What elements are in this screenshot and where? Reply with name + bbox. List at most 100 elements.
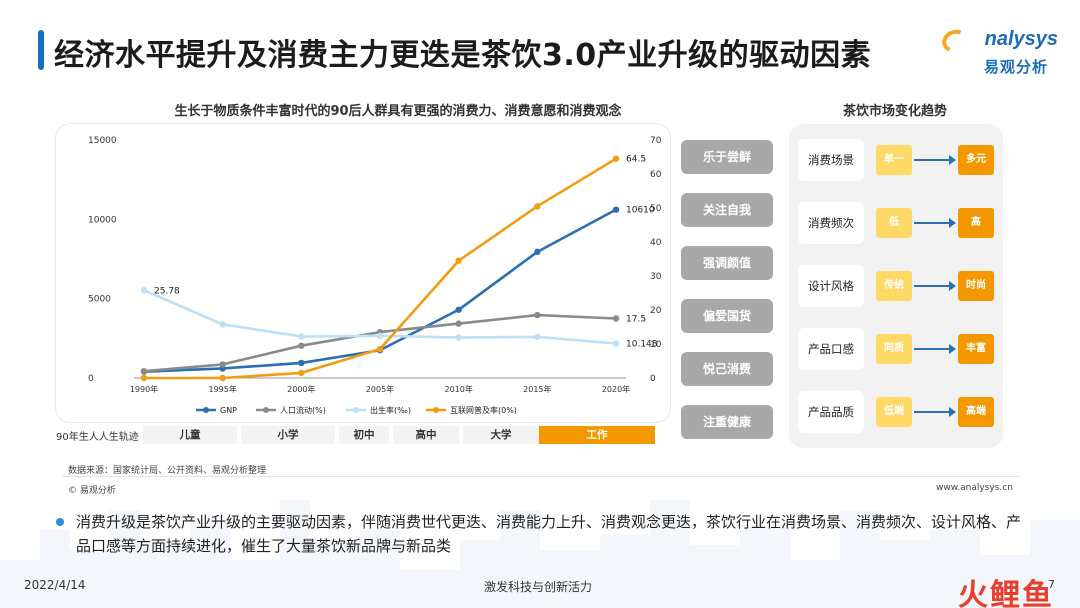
website-link[interactable]: www.analysys.cn xyxy=(936,483,1013,493)
x-tick-label: 1990年 xyxy=(130,384,158,394)
brand-watermark: 火鲤鱼 xyxy=(958,578,1054,608)
trend-row-name: 设计风格 xyxy=(798,265,864,307)
trend-row-from: 同质 xyxy=(876,334,912,364)
data-point xyxy=(140,368,148,375)
trend-row-to: 丰富 xyxy=(958,334,994,364)
timeline-label: 90年生人人生轨迹 xyxy=(56,432,139,443)
legend-label: GNP xyxy=(220,406,237,415)
trend-row-name: 产品口感 xyxy=(798,328,864,370)
trend-row-to: 高端 xyxy=(958,397,994,427)
legend-marker xyxy=(263,407,269,413)
logo-text-en: nalysys xyxy=(984,28,1058,50)
data-point xyxy=(612,155,620,162)
timeline-stage-work: 工作 xyxy=(539,426,655,444)
data-point xyxy=(455,257,462,264)
tag-health: 注重健康 xyxy=(681,405,773,439)
data-label: 25.78 xyxy=(154,286,180,296)
trend-row-to: 多元 xyxy=(958,145,994,175)
data-label: 64.5 xyxy=(626,155,646,165)
y-right-tick-label: 70 xyxy=(650,136,662,146)
summary-text: 消费升级是茶饮产业升级的主要驱动因素，伴随消费世代更迭、消费能力上升、消费观念更… xyxy=(76,513,1022,555)
copyright: © 易观分析 xyxy=(68,486,116,496)
chart-title: 生长于物质条件丰富时代的90后人群具有更强的消费力、消费意愿和消费观念 xyxy=(174,104,622,119)
legend-marker xyxy=(203,407,209,413)
trend-row-to: 高 xyxy=(958,208,994,238)
data-point xyxy=(534,311,541,319)
data-point xyxy=(298,342,305,349)
data-point xyxy=(612,315,620,322)
series-line-互联网普及率(0%) xyxy=(144,157,617,380)
data-point xyxy=(612,206,620,213)
life-timeline: 90年生人人生轨迹 儿童 小学 初中 高中 大学 工作 xyxy=(56,426,670,446)
page-number: 7 xyxy=(1048,578,1055,591)
right-arrow-icon xyxy=(914,281,956,291)
data-label: 17.5 xyxy=(626,315,646,325)
data-point xyxy=(298,369,305,377)
logo-text-cn: 易观分析 xyxy=(983,58,1048,76)
data-point xyxy=(455,306,462,313)
trend-row-from: 低端 xyxy=(876,397,912,427)
legend-marker xyxy=(433,407,439,413)
x-tick-label: 2020年 xyxy=(602,384,630,394)
right-arrow-icon xyxy=(914,407,956,417)
trend-row-name: 消费频次 xyxy=(798,202,864,244)
tag-self-pleasing: 悦己消费 xyxy=(681,352,773,386)
y-left-tick-label: 10000 xyxy=(88,215,117,225)
y-left-tick-label: 15000 xyxy=(88,136,117,146)
trend-row-scene: 消费场景 单一 多元 xyxy=(798,139,998,181)
bullet-dot-icon xyxy=(56,518,64,526)
tag-try-new: 乐于尝鲜 xyxy=(681,140,773,174)
timeline-stage-junior: 初中 xyxy=(339,426,389,444)
footer-date: 2022/4/14 xyxy=(24,578,86,592)
data-point xyxy=(298,333,305,340)
legend-label: 互联网普及率(0%) xyxy=(450,405,517,415)
divider xyxy=(62,476,1020,477)
footer-slogan: 激发科技与创新活力 xyxy=(484,580,593,594)
timeline-stage-college: 大学 xyxy=(463,426,539,444)
timeline-stage-primary: 小学 xyxy=(241,426,335,444)
y-right-tick-label: 60 xyxy=(650,170,662,180)
data-point xyxy=(534,333,541,341)
page-title: 经济水平提升及消费主力更迭是茶饮3.0产业升级的驱动因素 xyxy=(54,38,872,73)
data-point xyxy=(219,321,226,328)
x-tick-label: 2015年 xyxy=(523,384,551,394)
trend-title: 茶饮市场变化趋势 xyxy=(842,104,947,119)
y-right-tick-label: 50 xyxy=(650,204,662,214)
data-point xyxy=(376,332,384,340)
trend-row-name: 消费场景 xyxy=(798,139,864,181)
data-point xyxy=(534,203,541,210)
trend-row-to: 时尚 xyxy=(958,271,994,301)
trend-row-design: 设计风格 传统 时尚 xyxy=(798,265,998,307)
x-tick-label: 2000年 xyxy=(287,384,315,394)
logo-arc-icon xyxy=(939,26,971,56)
legend-marker xyxy=(353,407,359,413)
y-left-tick-label: 5000 xyxy=(88,295,111,305)
data-point xyxy=(298,359,305,367)
data-point xyxy=(219,361,226,368)
x-tick-label: 1995年 xyxy=(208,384,236,394)
series-line-人口流动(%) xyxy=(143,313,617,373)
data-point xyxy=(455,320,462,327)
line-chart: 0 5000 10000 15000 0 10 20 30 40 50 60 70 1990年 1995年… xyxy=(88,136,662,415)
x-tick-label: 2005年 xyxy=(366,384,394,394)
data-point xyxy=(376,345,384,353)
data-label: 10610 xyxy=(626,206,655,216)
right-arrow-icon xyxy=(914,218,956,228)
trend-row-name: 产品品质 xyxy=(798,391,864,433)
data-source: 数据来源：国家统计局、公开资料、易观分析整理 xyxy=(68,466,267,476)
data-point xyxy=(612,340,620,347)
y-right-tick-label: 30 xyxy=(650,272,662,282)
timeline-stage-childhood: 儿童 xyxy=(143,426,237,444)
data-point xyxy=(140,287,148,294)
trend-row-from: 低 xyxy=(876,208,912,238)
data-point xyxy=(140,374,148,382)
tag-appearance: 强调颜值 xyxy=(681,246,773,280)
y-left-tick-label: 0 xyxy=(88,374,94,384)
data-label: 10.148 xyxy=(626,339,658,349)
x-tick-label: 2010年 xyxy=(444,384,472,394)
legend-label: 人口流动(%) xyxy=(280,405,326,415)
timeline-stage-senior: 高中 xyxy=(393,426,459,444)
y-right-tick-label: 10 xyxy=(650,340,662,350)
tag-domestic: 偏爱国货 xyxy=(681,299,773,333)
data-point xyxy=(455,334,462,341)
